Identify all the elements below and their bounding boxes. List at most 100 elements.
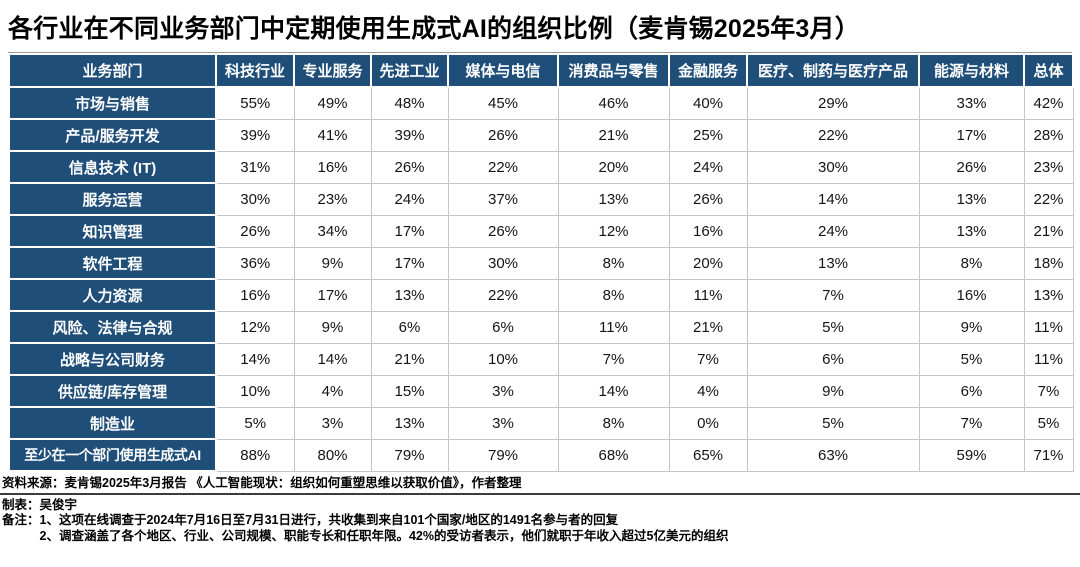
value-cell: 63%: [746, 438, 920, 472]
value-cell: 40%: [668, 86, 748, 120]
value-cell: 16%: [918, 278, 1025, 312]
value-cell: 13%: [746, 246, 920, 280]
value-cell: 6%: [918, 374, 1025, 408]
value-cell: 68%: [557, 438, 670, 472]
value-cell: 36%: [215, 246, 295, 280]
column-header-business-dept: 业务部门: [8, 53, 217, 88]
row-label: 软件工程: [8, 246, 217, 280]
author-note: 制表：吴俊宇: [2, 498, 78, 512]
value-cell: 22%: [746, 118, 920, 152]
value-cell: 39%: [215, 118, 295, 152]
value-cell: 6%: [370, 310, 449, 344]
value-cell: 9%: [293, 246, 372, 280]
remark-line-1: 1、这项在线调查于2024年7月16日至7月31日进行，共收集到来自101个国家…: [39, 513, 619, 527]
table-row: 人力资源 16% 17% 13% 22% 8% 11% 7% 16% 13%: [8, 278, 1074, 312]
value-cell: 17%: [918, 118, 1025, 152]
value-cell: 80%: [293, 438, 372, 472]
value-cell: 5%: [1023, 406, 1074, 440]
value-cell: 26%: [918, 150, 1025, 184]
value-cell: 10%: [447, 342, 559, 376]
value-cell: 26%: [370, 150, 449, 184]
row-label: 至少在一个部门使用生成式AI: [8, 438, 217, 472]
column-header: 专业服务: [293, 53, 372, 88]
table-row: 市场与销售 55% 49% 48% 45% 46% 40% 29% 33% 42%: [8, 86, 1074, 120]
footer: 资料来源：麦肯锡2025年3月报告 《人工智能现状：组织如何重塑思维以获取价值》…: [0, 475, 1080, 544]
value-cell: 46%: [557, 86, 670, 120]
column-header: 消费品与零售: [557, 53, 670, 88]
value-cell: 9%: [746, 374, 920, 408]
value-cell: 21%: [557, 118, 670, 152]
value-cell: 24%: [668, 150, 748, 184]
value-cell: 30%: [746, 150, 920, 184]
value-cell: 30%: [215, 182, 295, 216]
value-cell: 23%: [1023, 150, 1074, 184]
table-row: 产品/服务开发 39% 41% 39% 26% 21% 25% 22% 17% 28%: [8, 118, 1074, 152]
value-cell: 9%: [293, 310, 372, 344]
value-cell: 26%: [447, 118, 559, 152]
value-cell: 25%: [668, 118, 748, 152]
value-cell: 49%: [293, 86, 372, 120]
value-cell: 3%: [447, 406, 559, 440]
column-header: 科技行业: [215, 53, 295, 88]
table-row: 风险、法律与合规 12% 9% 6% 6% 11% 21% 5% 9% 11%: [8, 310, 1074, 344]
value-cell: 22%: [447, 278, 559, 312]
value-cell: 7%: [557, 342, 670, 376]
value-cell: 21%: [1023, 214, 1074, 248]
value-cell: 34%: [293, 214, 372, 248]
value-cell: 9%: [918, 310, 1025, 344]
remarks-lines: 1、这项在线调查于2024年7月16日至7月31日进行，共收集到来自101个国家…: [40, 513, 1080, 544]
value-cell: 5%: [746, 406, 920, 440]
value-cell: 17%: [370, 246, 449, 280]
value-cell: 39%: [370, 118, 449, 152]
value-cell: 0%: [668, 406, 748, 440]
column-header: 医疗、制药与医疗产品: [746, 53, 920, 88]
value-cell: 24%: [746, 214, 920, 248]
column-header: 能源与材料: [918, 53, 1025, 88]
row-label: 制造业: [8, 406, 217, 440]
value-cell: 3%: [447, 374, 559, 408]
column-header: 总体: [1023, 53, 1074, 88]
value-cell: 16%: [215, 278, 295, 312]
value-cell: 23%: [293, 182, 372, 216]
table-row: 服务运营 30% 23% 24% 37% 13% 26% 14% 13% 22%: [8, 182, 1074, 216]
table-row: 战略与公司财务 14% 14% 21% 10% 7% 7% 6% 5% 11%: [8, 342, 1074, 376]
table-header: 业务部门 科技行业 专业服务 先进工业 媒体与电信 消费品与零售 金融服务 医疗、制药与医疗产…: [8, 53, 1074, 88]
value-cell: 48%: [370, 86, 449, 120]
value-cell: 42%: [1023, 86, 1074, 120]
row-label: 市场与销售: [8, 86, 217, 120]
value-cell: 14%: [215, 342, 295, 376]
value-cell: 7%: [668, 342, 748, 376]
value-cell: 30%: [447, 246, 559, 280]
value-cell: 37%: [447, 182, 559, 216]
value-cell: 14%: [557, 374, 670, 408]
value-cell: 17%: [293, 278, 372, 312]
ai-usage-table-wrap: 业务部门 科技行业 专业服务 先进工业 媒体与电信 消费品与零售 金融服务 医疗、制药与医疗产…: [8, 52, 1074, 472]
table-row: 信息技术 (IT) 31% 16% 26% 22% 20% 24% 30% 26% 23%: [8, 150, 1074, 184]
value-cell: 59%: [918, 438, 1025, 472]
value-cell: 33%: [918, 86, 1025, 120]
value-cell: 6%: [447, 310, 559, 344]
value-cell: 6%: [746, 342, 920, 376]
source-note: 资料来源：麦肯锡2025年3月报告 《人工智能现状：组织如何重塑思维以获取价值》…: [0, 475, 1080, 495]
value-cell: 41%: [293, 118, 372, 152]
value-cell: 22%: [1023, 182, 1074, 216]
value-cell: 14%: [293, 342, 372, 376]
remarks-label: 备注：: [2, 513, 40, 527]
value-cell: 71%: [1023, 438, 1074, 472]
value-cell: 28%: [1023, 118, 1074, 152]
remark-line-2: 2、调查涵盖了各个地区、行业、公司规模、职能专长和任职年限。42%的受访者表示，…: [39, 528, 729, 543]
value-cell: 20%: [557, 150, 670, 184]
value-cell: 4%: [293, 374, 372, 408]
value-cell: 5%: [215, 406, 295, 440]
row-label: 服务运营: [8, 182, 217, 216]
column-header: 金融服务: [668, 53, 748, 88]
row-label: 知识管理: [8, 214, 217, 248]
value-cell: 55%: [215, 86, 295, 120]
value-cell: 29%: [746, 86, 920, 120]
value-cell: 31%: [215, 150, 295, 184]
value-cell: 5%: [918, 342, 1025, 376]
table-row: 制造业 5% 3% 13% 3% 8% 0% 5% 7% 5%: [8, 406, 1074, 440]
value-cell: 13%: [557, 182, 670, 216]
value-cell: 14%: [746, 182, 920, 216]
value-cell: 10%: [215, 374, 295, 408]
